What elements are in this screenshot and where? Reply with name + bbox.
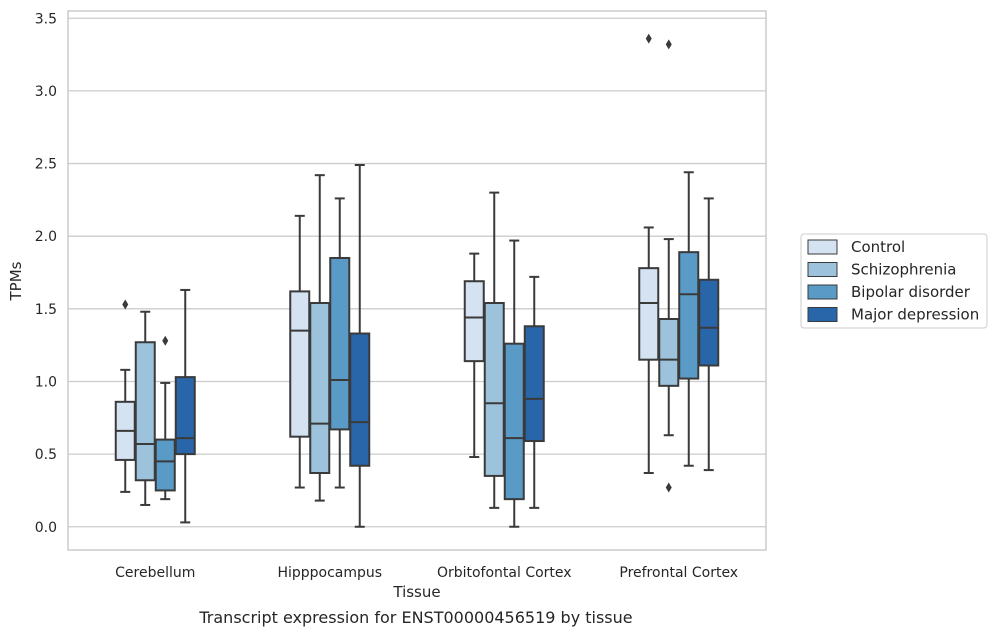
- box-group: [678, 171, 700, 467]
- box-group: [698, 197, 720, 472]
- box-group: [483, 191, 505, 509]
- x-tick-label: Prefrontal Cortex: [619, 565, 738, 581]
- legend: Control Schizophrenia Bipolar disorder Majo…: [800, 233, 988, 329]
- y-axis-ticks: 0.0 0.5 1.0 1.5 2.0 2.5 3.0 3.5: [35, 11, 57, 535]
- box-group: [503, 239, 525, 528]
- box-iqr: [698, 278, 720, 367]
- legend-label: Major depression: [851, 306, 979, 324]
- legend-frame: [800, 233, 988, 329]
- x-axis-label: Tissue: [392, 583, 440, 601]
- box-iqr: [134, 341, 156, 482]
- y-tick-label: 1.0: [35, 374, 57, 390]
- legend-swatch: [807, 284, 838, 300]
- x-tick-label: Cerebellum: [115, 565, 195, 581]
- legend-swatch: [807, 307, 838, 322]
- box-iqr: [503, 342, 525, 501]
- box-group: [154, 335, 176, 501]
- outlier-point: [162, 335, 169, 346]
- legend-swatch: [807, 239, 838, 255]
- outlier-point: [665, 482, 672, 493]
- box-iqr: [463, 280, 485, 363]
- box-group: [638, 33, 660, 474]
- y-tick-label: 2.5: [35, 157, 57, 173]
- box-group: [309, 174, 331, 502]
- y-tick-label: 0.5: [35, 447, 57, 463]
- plot-area-frame: [67, 10, 767, 551]
- box-iqr: [658, 318, 680, 387]
- box-group: [349, 164, 371, 528]
- x-axis-ticks: Cerebellum Hipppocampus Orbitofontal Corte…: [115, 565, 738, 581]
- box-iqr: [154, 438, 176, 492]
- box-iqr: [174, 376, 196, 456]
- box-iqr: [483, 302, 505, 477]
- box-group: [329, 197, 351, 489]
- outlier-point: [122, 299, 129, 310]
- y-tick-label: 3.0: [35, 84, 57, 100]
- x-tick-label: Orbitofontal Cortex: [437, 565, 572, 581]
- box-group: [523, 275, 545, 509]
- legend-label: Bipolar disorder: [851, 283, 971, 301]
- y-axis-label: TPMs: [7, 261, 25, 301]
- legend-swatch: [807, 262, 838, 277]
- box-iqr: [289, 290, 311, 438]
- box-iqr: [329, 256, 351, 431]
- chart-caption: Transcript expression for ENST0000045651…: [198, 608, 632, 627]
- box-iqr: [638, 267, 660, 361]
- box-plot-marks: [114, 33, 720, 528]
- legend-label: Schizophrenia: [851, 261, 956, 279]
- y-tick-label: 1.5: [35, 302, 57, 318]
- y-tick-label: 2.0: [35, 229, 57, 245]
- x-tick-label: Hipppocampus: [277, 565, 382, 581]
- box-iqr: [678, 251, 700, 380]
- box-iqr: [349, 332, 371, 467]
- y-tick-label: 3.5: [35, 11, 57, 27]
- box-iqr: [523, 325, 545, 443]
- box-group: [289, 214, 311, 489]
- box-group: [658, 39, 680, 493]
- box-group: [463, 252, 485, 459]
- box-group: [174, 288, 196, 524]
- legend-label: Control: [851, 238, 905, 256]
- box-iqr: [309, 302, 331, 474]
- outlier-point: [665, 39, 672, 50]
- y-tick-label: 0.0: [35, 520, 57, 536]
- box-group: [114, 299, 136, 493]
- box-group: [134, 310, 156, 506]
- outlier-point: [645, 33, 652, 44]
